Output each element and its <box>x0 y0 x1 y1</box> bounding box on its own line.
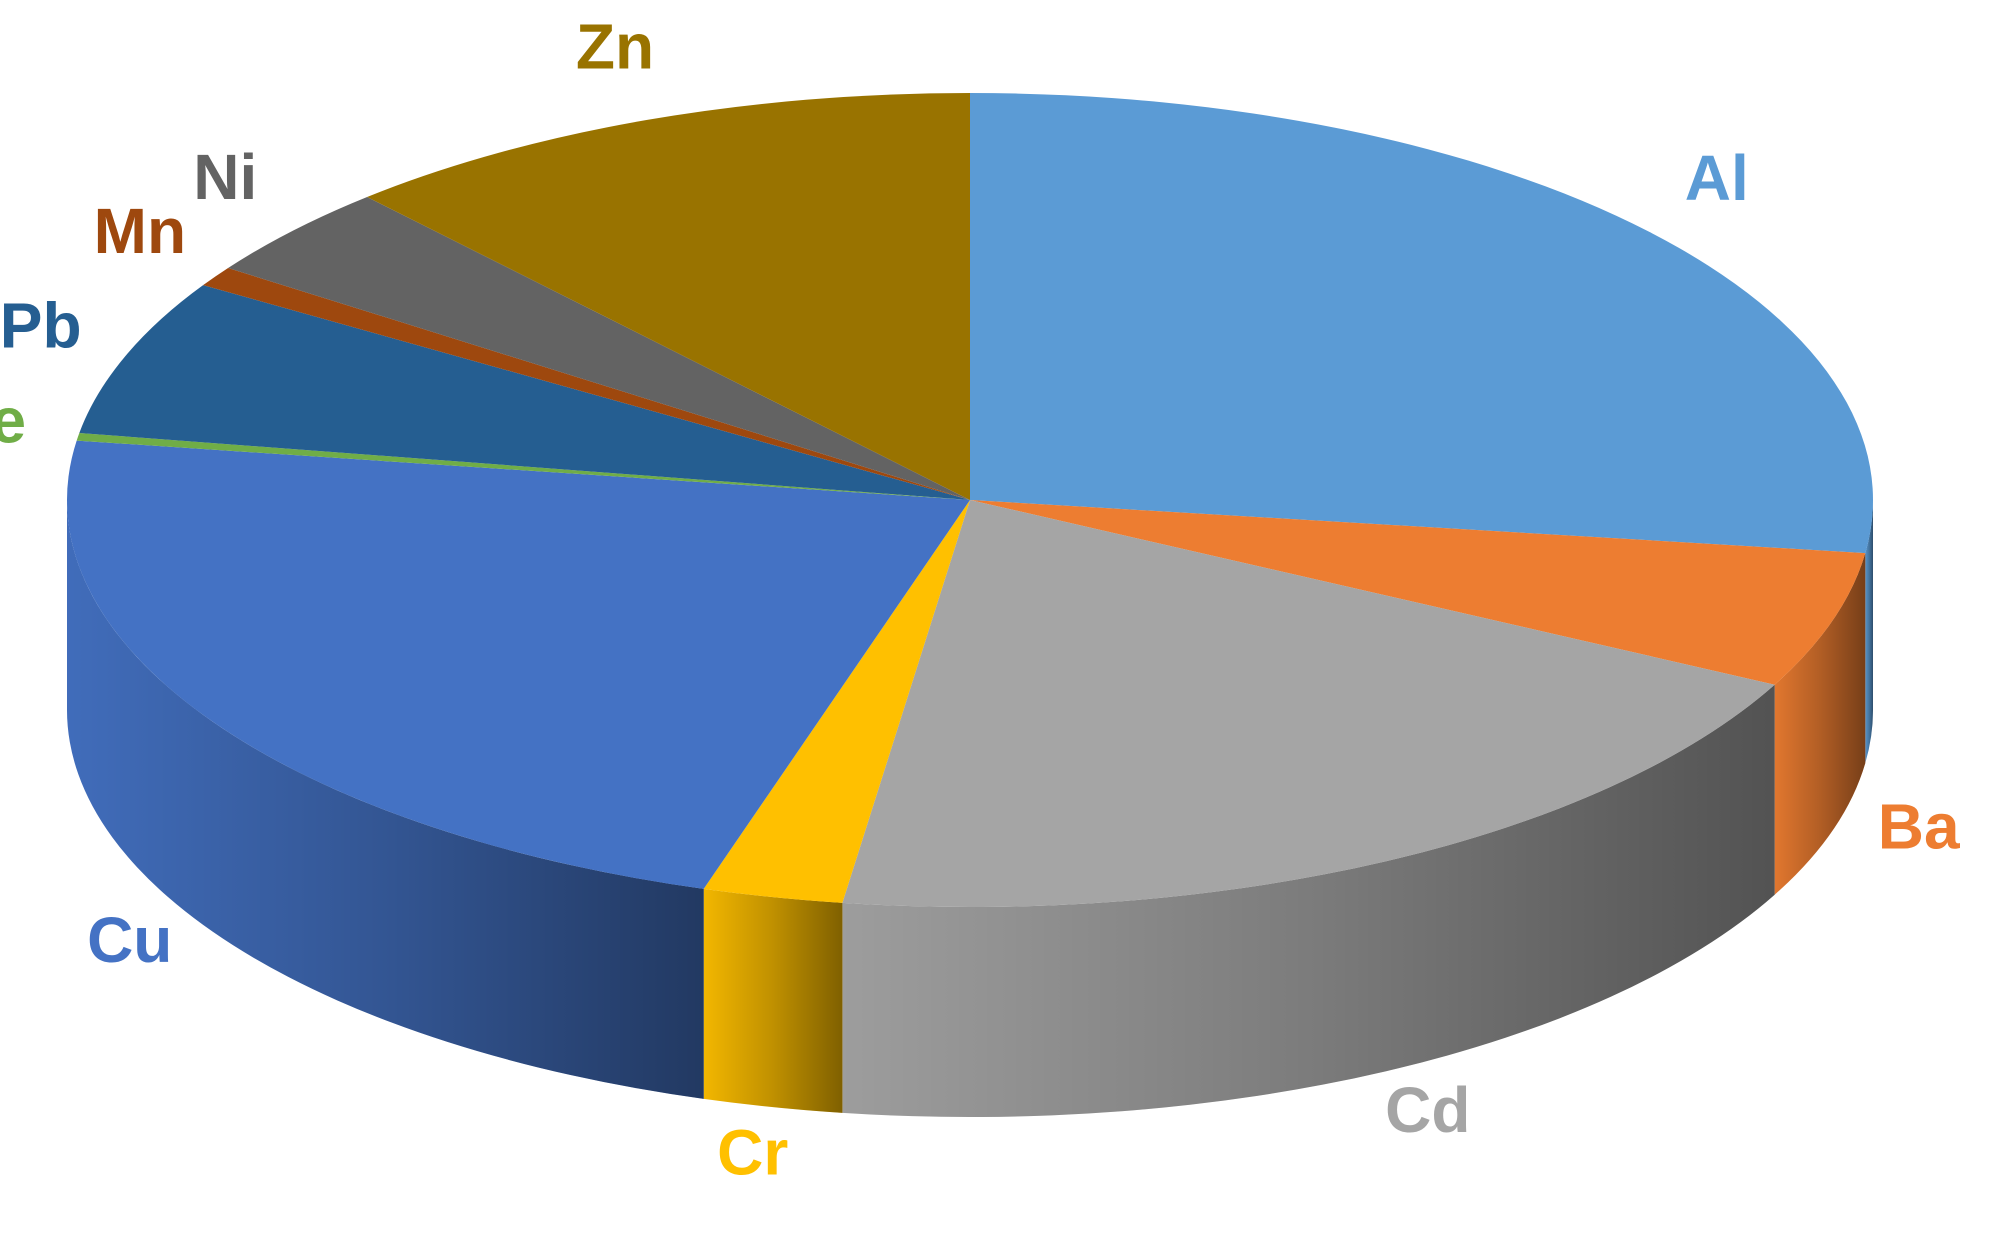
slice-label: Cr <box>717 1117 788 1189</box>
pie-side-shade <box>1774 553 1866 895</box>
pie-slice <box>703 500 970 903</box>
slice-label: Al <box>1685 142 1749 214</box>
pie-slice <box>76 432 970 500</box>
pie-slice <box>79 285 971 500</box>
pie-slice <box>970 93 1873 554</box>
pie-side-shade <box>1865 500 1873 764</box>
slice-label: Fe <box>0 384 26 456</box>
slice-label: Cu <box>87 904 172 976</box>
pie-slice <box>842 500 1775 907</box>
slice-label: Ba <box>1878 790 1960 862</box>
pie-side-shade <box>67 500 704 1099</box>
pie-slice <box>228 196 970 500</box>
slice-label: Zn <box>576 10 654 82</box>
pie-slice <box>66 440 971 889</box>
pie-slice <box>970 500 1866 685</box>
slice-label: Pb <box>0 289 82 361</box>
pie-side-shade <box>842 684 1775 1117</box>
pie-tops <box>66 93 1873 907</box>
slice-label: Mn <box>94 195 186 267</box>
slice-label: Ni <box>193 141 257 213</box>
pie-sides <box>67 500 1873 1117</box>
pie-side-shade <box>703 888 843 1113</box>
slice-label: Cd <box>1385 1074 1470 1146</box>
pie-slice <box>203 267 971 500</box>
pie-slice <box>367 93 970 500</box>
